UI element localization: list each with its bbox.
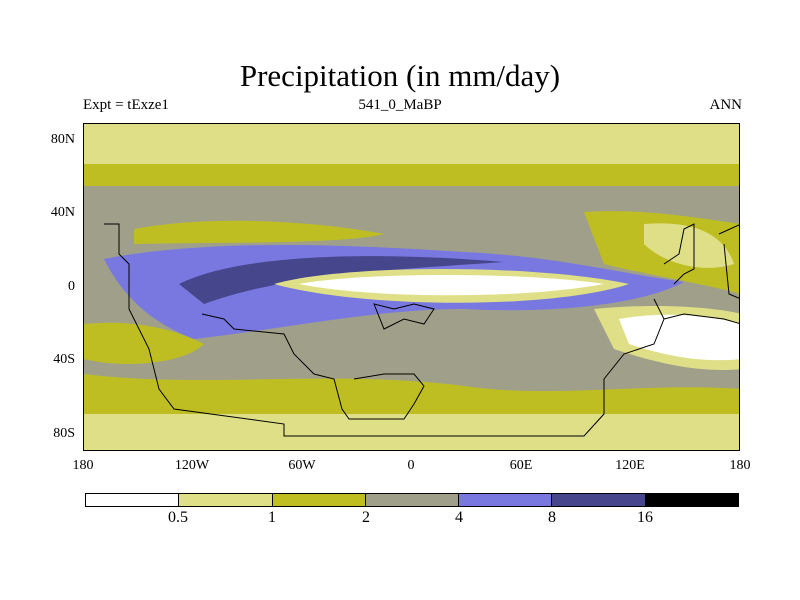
coastline-africa bbox=[201, 313, 425, 420]
coastline-americas bbox=[104, 223, 665, 437]
region-north-pale bbox=[84, 124, 739, 164]
legend-label: 2 bbox=[362, 509, 370, 526]
precipitation-map bbox=[83, 123, 740, 451]
legend-label: 0.5 bbox=[168, 509, 188, 526]
legend-box bbox=[645, 494, 738, 506]
x-tick-label: 60E bbox=[509, 458, 533, 473]
y-tick-label: 80N bbox=[50, 132, 75, 147]
y-tick-label: 40S bbox=[53, 352, 75, 367]
x-tick-label: 120W bbox=[174, 458, 210, 473]
legend-colorbar bbox=[85, 493, 739, 507]
y-tick-label: 80S bbox=[53, 426, 75, 441]
x-tick-label: 120E bbox=[615, 458, 645, 473]
time-label: 541_0_MaBP bbox=[358, 97, 442, 113]
x-tick-label: 180 bbox=[729, 458, 751, 473]
coastline-europe bbox=[373, 303, 435, 330]
coastline-australia bbox=[663, 313, 739, 324]
legend-label: 4 bbox=[455, 509, 463, 526]
legend-box bbox=[459, 494, 553, 506]
coastlines bbox=[104, 223, 739, 437]
x-tick-label: 0 bbox=[407, 458, 415, 473]
map-canvas bbox=[84, 124, 739, 450]
region-arid-pale bbox=[644, 223, 734, 268]
coastline-east bbox=[718, 224, 739, 299]
legend-label: 8 bbox=[548, 509, 556, 526]
region-south-olive-blob bbox=[84, 322, 204, 364]
legend-box bbox=[272, 494, 366, 506]
legend-box bbox=[179, 494, 273, 506]
x-tick-label: 180 bbox=[72, 458, 94, 473]
region-equatorial-white bbox=[299, 275, 604, 296]
y-tick-label: 0 bbox=[68, 279, 75, 294]
region-southeast-white bbox=[619, 314, 739, 361]
region-south-olive bbox=[84, 374, 739, 414]
legend-box bbox=[86, 494, 180, 506]
map-title: Precipitation (in mm/day) bbox=[239, 58, 561, 93]
region-north-olive bbox=[84, 164, 739, 186]
y-tick-label: 40N bbox=[50, 205, 75, 220]
legend-box bbox=[365, 494, 460, 506]
region-south-pale bbox=[84, 409, 739, 450]
period-label: ANN bbox=[709, 97, 743, 113]
legend-box bbox=[552, 494, 646, 506]
coastline-asia bbox=[663, 223, 695, 285]
legend-label: 1 bbox=[268, 509, 276, 526]
region-north-pacific-olive bbox=[134, 220, 384, 244]
legend-label: 16 bbox=[637, 509, 653, 526]
experiment-label: Expt = tExze1 bbox=[83, 97, 169, 113]
x-tick-label: 60W bbox=[288, 458, 316, 473]
region-navy-tongue bbox=[179, 256, 504, 304]
